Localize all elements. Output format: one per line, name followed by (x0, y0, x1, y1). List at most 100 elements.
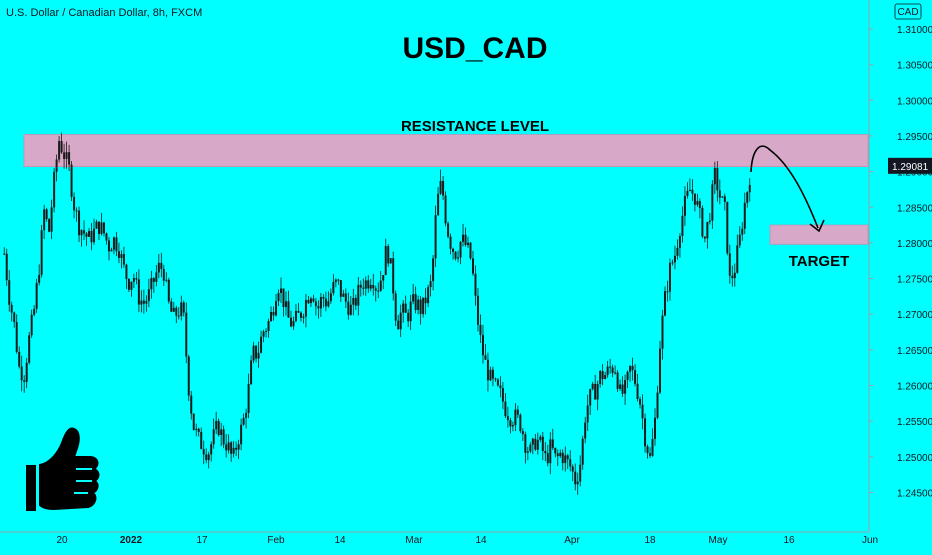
candle-body (454, 251, 457, 259)
candle (13, 311, 16, 328)
candle-body (698, 201, 701, 208)
candle (369, 279, 372, 292)
candle-body (556, 453, 559, 457)
candle (626, 370, 629, 389)
candle (629, 365, 632, 382)
candle-body (447, 223, 450, 237)
candle-body (469, 242, 472, 259)
candle-body (35, 282, 38, 309)
candle-body (541, 436, 544, 452)
candle-body (686, 191, 689, 196)
candle-body (95, 221, 98, 229)
candle-body (242, 417, 245, 425)
candle-body (342, 293, 345, 297)
price-badge: 1.29081 (888, 157, 932, 174)
currency-badge-box (894, 3, 922, 20)
candle (329, 288, 332, 304)
thumbs-up-icon (26, 427, 100, 511)
candle (551, 428, 554, 450)
candle-body (609, 366, 612, 368)
candle-body (586, 405, 589, 423)
candle-body (314, 301, 317, 307)
candle-body (3, 253, 6, 255)
candle (287, 290, 290, 318)
candle-body (681, 215, 684, 237)
candle-body (200, 431, 203, 450)
candle-body (257, 352, 260, 359)
candle-body (299, 312, 302, 318)
candle-body (544, 451, 547, 454)
candle-body (457, 257, 460, 259)
candle (462, 223, 465, 247)
candle-body (140, 300, 143, 305)
candle (33, 305, 36, 317)
candle-body (419, 299, 422, 315)
candle-body (591, 383, 594, 390)
candle (35, 278, 38, 313)
candle-body (728, 253, 731, 276)
candle (220, 422, 223, 447)
candle-body (115, 237, 118, 252)
candle-body (262, 331, 265, 337)
candle-body (125, 264, 128, 279)
candle (225, 433, 228, 458)
candle (115, 231, 118, 256)
candle (5, 248, 8, 286)
candle-body (357, 284, 360, 306)
candle (125, 263, 128, 290)
candle-body (429, 281, 432, 288)
candle (409, 294, 412, 331)
candle-body (317, 306, 320, 309)
candle-body (122, 254, 125, 265)
candle (539, 434, 542, 443)
candle (55, 154, 58, 182)
y-tick-label: 1.26000 (897, 382, 932, 393)
candle (192, 413, 195, 431)
candle (496, 377, 499, 387)
candle (367, 275, 370, 293)
candle-body (651, 438, 654, 456)
candle (676, 239, 679, 260)
candle-body (514, 409, 517, 426)
y-tick-label: 1.25000 (897, 453, 932, 464)
candle (137, 269, 140, 313)
candle (658, 340, 661, 394)
candle (252, 341, 255, 364)
candle-body (494, 378, 497, 380)
candle (444, 191, 447, 227)
candle (172, 301, 175, 313)
candle (566, 453, 569, 470)
candle-body (407, 312, 410, 322)
candle-body (78, 210, 81, 236)
candle (614, 365, 617, 375)
candle (147, 278, 150, 308)
candle-body (397, 320, 400, 330)
candle-body (551, 439, 554, 448)
candle-body (559, 452, 562, 457)
candle (112, 236, 115, 255)
candle (379, 270, 382, 292)
candle-body (260, 336, 263, 353)
candle-body (741, 228, 744, 235)
candle-body (237, 444, 240, 450)
candle-body (399, 312, 402, 330)
candle (157, 253, 160, 279)
candle (516, 405, 519, 419)
candle (142, 289, 145, 314)
candle-body (307, 299, 310, 304)
candle (3, 247, 6, 256)
candle-body (646, 446, 649, 454)
candle-body (599, 371, 602, 384)
candle (202, 440, 205, 465)
candle-body (658, 348, 661, 393)
candle (402, 300, 405, 323)
candle (661, 309, 664, 360)
candle (215, 411, 218, 434)
candle (683, 186, 686, 226)
candle (242, 413, 245, 426)
y-tick-label: 1.27500 (897, 275, 932, 286)
candle-body (227, 442, 230, 451)
candle (486, 352, 489, 392)
candle (110, 247, 113, 252)
